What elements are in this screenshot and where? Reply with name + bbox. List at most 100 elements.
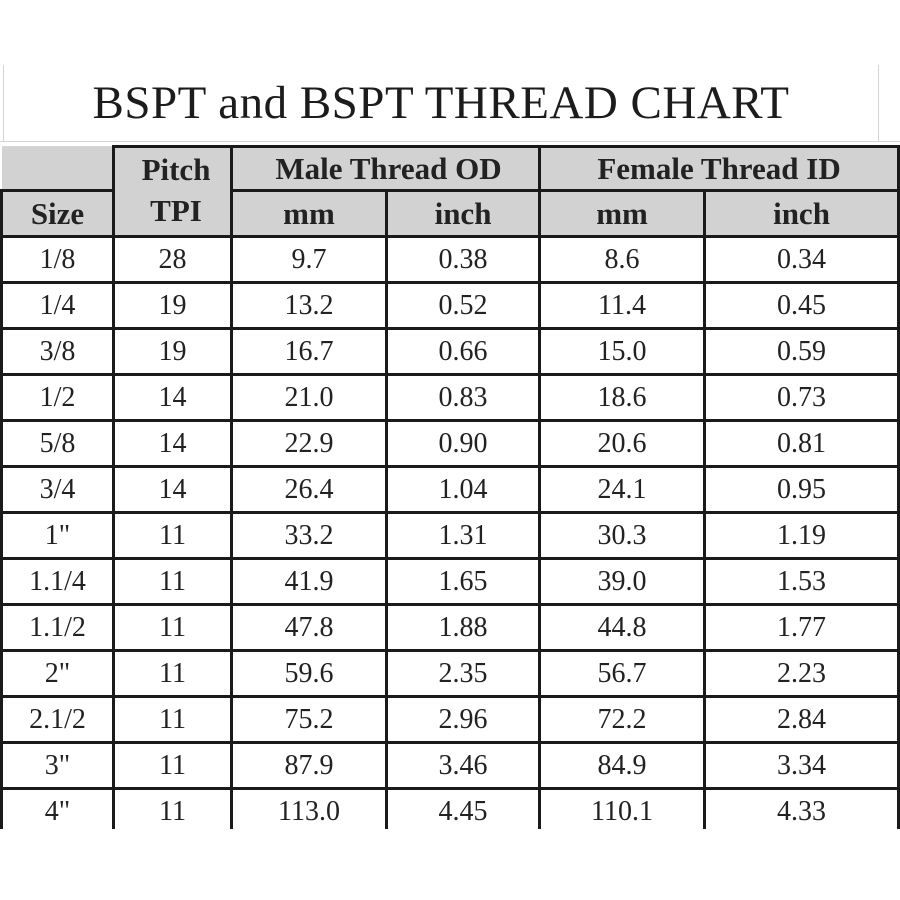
table-header: Pitch TPI Male Thread OD Female Thread I… xyxy=(0,145,900,238)
cell-tpi: 14 xyxy=(112,419,233,468)
cell-size: 2" xyxy=(0,649,115,698)
cell-size: 1.1/2 xyxy=(0,603,115,652)
header-male-inch-label: inch xyxy=(384,189,542,238)
cell-size: 4" xyxy=(0,787,115,829)
cell-female-inch: 3.34 xyxy=(703,741,900,790)
thread-chart-table: Pitch TPI Male Thread OD Female Thread I… xyxy=(0,145,900,829)
cell-female-mm: 8.6 xyxy=(538,235,707,284)
header-female-mm-label: mm xyxy=(538,189,707,238)
table-row: 1" 11 33.2 1.31 30.3 1.19 xyxy=(0,511,900,560)
cell-female-mm: 84.9 xyxy=(538,741,707,790)
cell-female-inch: 0.34 xyxy=(703,235,900,284)
cell-male-inch: 0.52 xyxy=(384,281,542,330)
cell-size: 2.1/2 xyxy=(0,695,115,744)
table-row: 3/8 19 16.7 0.66 15.0 0.59 xyxy=(0,327,900,376)
cell-male-inch: 2.96 xyxy=(384,695,542,744)
cell-female-inch: 0.45 xyxy=(703,281,900,330)
cell-female-mm: 18.6 xyxy=(538,373,707,422)
cell-male-mm: 59.6 xyxy=(230,649,388,698)
page-title: BSPT and BSPT THREAD CHART xyxy=(92,77,790,129)
cell-tpi: 11 xyxy=(112,603,233,652)
cell-female-inch: 0.73 xyxy=(703,373,900,422)
cell-female-mm: 15.0 xyxy=(538,327,707,376)
header-pitch-label: Pitch xyxy=(141,152,211,187)
cell-size: 1/2 xyxy=(0,373,115,422)
title-cell: BSPT and BSPT THREAD CHART xyxy=(3,65,879,141)
cell-size: 3/8 xyxy=(0,327,115,376)
cell-female-inch: 2.23 xyxy=(703,649,900,698)
cell-size: 1/4 xyxy=(0,281,115,330)
cell-male-mm: 33.2 xyxy=(230,511,388,560)
cell-size: 1" xyxy=(0,511,115,560)
header-pitch-tpi: Pitch TPI xyxy=(112,145,233,238)
cell-tpi: 11 xyxy=(112,787,233,829)
cell-female-mm: 39.0 xyxy=(538,557,707,606)
cell-tpi: 11 xyxy=(112,649,233,698)
cell-female-mm: 72.2 xyxy=(538,695,707,744)
cell-male-mm: 87.9 xyxy=(230,741,388,790)
table-row: 2" 11 59.6 2.35 56.7 2.23 xyxy=(0,649,900,698)
cell-male-inch: 2.35 xyxy=(384,649,542,698)
cell-female-inch: 1.19 xyxy=(703,511,900,560)
title-divider-line xyxy=(0,141,900,142)
table-row: 1.1/4 11 41.9 1.65 39.0 1.53 xyxy=(0,557,900,606)
header-size-label: Size xyxy=(0,189,115,238)
table-row: 3" 11 87.9 3.46 84.9 3.34 xyxy=(0,741,900,790)
thread-chart-table-container: Pitch TPI Male Thread OD Female Thread I… xyxy=(0,145,900,829)
cell-male-mm: 47.8 xyxy=(230,603,388,652)
cell-tpi: 19 xyxy=(112,281,233,330)
cell-female-mm: 110.1 xyxy=(538,787,707,829)
cell-female-inch: 0.59 xyxy=(703,327,900,376)
cell-tpi: 11 xyxy=(112,557,233,606)
cell-female-inch: 4.33 xyxy=(703,787,900,829)
table-row: 1/2 14 21.0 0.83 18.6 0.73 xyxy=(0,373,900,422)
cell-tpi: 19 xyxy=(112,327,233,376)
cell-male-inch: 1.04 xyxy=(384,465,542,514)
header-male-thread-od: Male Thread OD xyxy=(229,145,542,193)
cell-male-inch: 0.90 xyxy=(384,419,542,468)
cell-size: 5/8 xyxy=(0,419,115,468)
header-female-thread-id: Female Thread ID xyxy=(538,145,900,193)
cell-female-inch: 0.81 xyxy=(703,419,900,468)
cell-male-inch: 1.65 xyxy=(384,557,542,606)
table-row: 1/4 19 13.2 0.52 11.4 0.45 xyxy=(0,281,900,330)
table-body: 1/8 28 9.7 0.38 8.6 0.34 1/4 19 13.2 0.52 11.4 0.45… xyxy=(0,235,900,829)
cell-male-mm: 26.4 xyxy=(230,465,388,514)
cell-tpi: 11 xyxy=(112,695,233,744)
table-row: 3/4 14 26.4 1.04 24.1 0.95 xyxy=(0,465,900,514)
cell-female-inch: 1.77 xyxy=(703,603,900,652)
cell-female-mm: 24.1 xyxy=(538,465,707,514)
table-row: 1/8 28 9.7 0.38 8.6 0.34 xyxy=(0,235,900,284)
cell-size: 1/8 xyxy=(0,235,115,284)
cell-male-inch: 0.66 xyxy=(384,327,542,376)
header-tpi-label: TPI xyxy=(150,193,202,228)
cell-male-inch: 0.83 xyxy=(384,373,542,422)
cell-tpi: 28 xyxy=(112,235,233,284)
cell-tpi: 14 xyxy=(112,373,233,422)
cell-tpi: 11 xyxy=(112,741,233,790)
cell-size: 3" xyxy=(0,741,115,790)
cell-tpi: 14 xyxy=(112,465,233,514)
cell-size: 1.1/4 xyxy=(0,557,115,606)
cell-male-mm: 22.9 xyxy=(230,419,388,468)
table-row: 1.1/2 11 47.8 1.88 44.8 1.77 xyxy=(0,603,900,652)
cell-male-mm: 41.9 xyxy=(230,557,388,606)
cell-female-mm: 11.4 xyxy=(538,281,707,330)
cell-male-inch: 3.46 xyxy=(384,741,542,790)
header-empty-cell xyxy=(1,145,114,191)
cell-tpi: 11 xyxy=(112,511,233,560)
header-male-mm-label: mm xyxy=(230,189,388,238)
table-row: 2.1/2 11 75.2 2.96 72.2 2.84 xyxy=(0,695,900,744)
cell-female-inch: 2.84 xyxy=(703,695,900,744)
cell-male-mm: 21.0 xyxy=(230,373,388,422)
table-row: 5/8 14 22.9 0.90 20.6 0.81 xyxy=(0,419,900,468)
cell-male-mm: 113.0 xyxy=(230,787,388,829)
cell-male-mm: 16.7 xyxy=(230,327,388,376)
cell-male-inch: 0.38 xyxy=(384,235,542,284)
cell-male-mm: 9.7 xyxy=(230,235,388,284)
cell-female-mm: 30.3 xyxy=(538,511,707,560)
cell-female-mm: 56.7 xyxy=(538,649,707,698)
cell-male-inch: 4.45 xyxy=(384,787,542,829)
table-row: 4" 11 113.0 4.45 110.1 4.33 xyxy=(0,787,900,829)
